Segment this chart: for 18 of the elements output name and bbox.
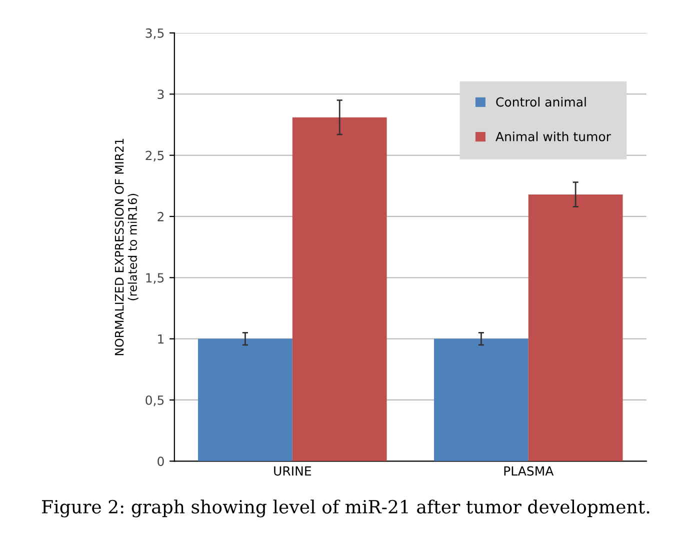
y-tick-label: 2,5: [146, 150, 164, 162]
bar: [434, 338, 528, 462]
bar: [292, 117, 387, 462]
y-tick-label: 0: [158, 456, 164, 466]
y-tick-label: 3: [158, 90, 164, 100]
bar: [528, 194, 623, 462]
x-tick-label: PLASMA: [504, 466, 554, 476]
legend-label: Animal with tumor: [496, 132, 611, 142]
x-tick-label: URINE: [274, 466, 311, 476]
y-axis-title: NORMALIZED EXPRESSION OF MIR21 (related to miR16): [114, 138, 138, 356]
y-tick-label: 0,5: [146, 395, 164, 406]
y-tick-label: 3,5: [146, 28, 164, 40]
y-tick-label: 1: [158, 334, 164, 344]
caption: Figure 2: graph showing level of miR-21 after tumor development.: [42, 500, 650, 518]
y-tick-label: 2: [158, 212, 164, 222]
legend-label: Control animal: [496, 97, 586, 107]
y-tick-label: 1,5: [146, 273, 164, 284]
bar: [198, 338, 292, 462]
